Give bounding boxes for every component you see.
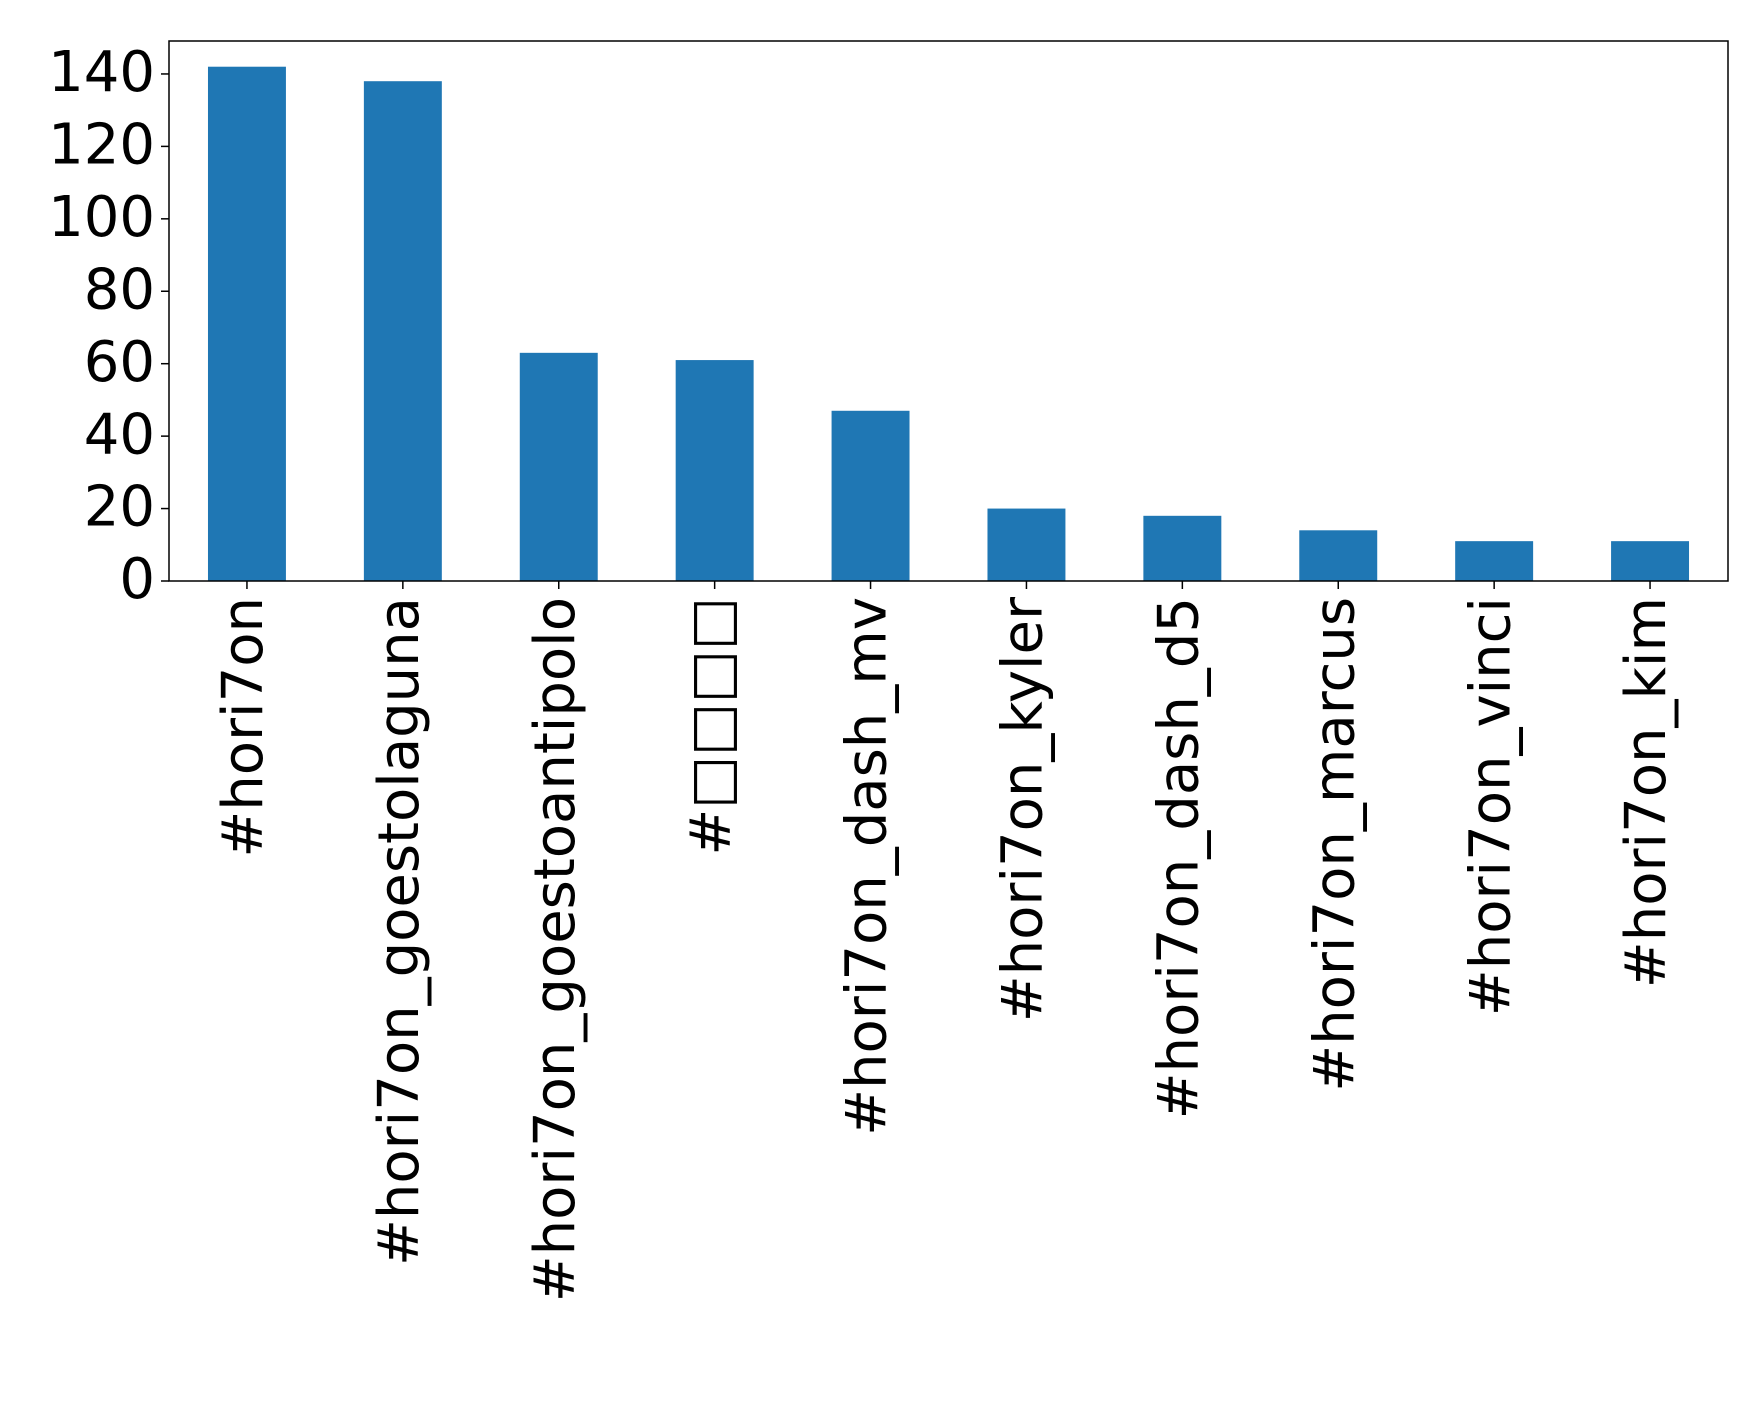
- y-tick-label: 100: [48, 185, 155, 250]
- y-tick-label: 80: [84, 257, 155, 322]
- y-tick-label: 60: [84, 330, 155, 395]
- y-tick-label: 20: [84, 475, 155, 540]
- y-tick-label: 120: [48, 113, 155, 178]
- bar: [675, 360, 754, 581]
- bar: [519, 352, 598, 581]
- x-tick-label: #hori7on_dash_d5: [1146, 597, 1211, 1119]
- x-tick-label: #hori7on_marcus: [1302, 597, 1367, 1092]
- bar: [1299, 530, 1378, 581]
- bar: [207, 66, 286, 581]
- y-tick-label: 40: [84, 402, 155, 467]
- x-tick-label: #hori7on: [211, 597, 276, 858]
- bar: [1143, 515, 1222, 581]
- x-tick-label: #hori7on_dash_mv: [835, 597, 900, 1136]
- y-tick-label: 0: [119, 547, 155, 612]
- bar: [987, 508, 1066, 581]
- y-tick-label: 140: [48, 40, 155, 105]
- bar: [363, 81, 442, 582]
- x-tick-label: #□□□□: [679, 597, 744, 856]
- x-tick-label: #hori7on_kim: [1614, 597, 1679, 988]
- plot-frame: [168, 40, 1729, 582]
- x-tick-label: #hori7on_goestoantipolo: [523, 597, 588, 1302]
- bar: [1455, 541, 1534, 581]
- bar: [831, 410, 910, 581]
- x-tick-label: #hori7on_vinci: [1458, 597, 1523, 1016]
- x-tick-label: #hori7on_goestolaguna: [367, 597, 432, 1266]
- bar: [1611, 541, 1690, 581]
- x-tick-label: #hori7on_kyler: [991, 596, 1056, 1022]
